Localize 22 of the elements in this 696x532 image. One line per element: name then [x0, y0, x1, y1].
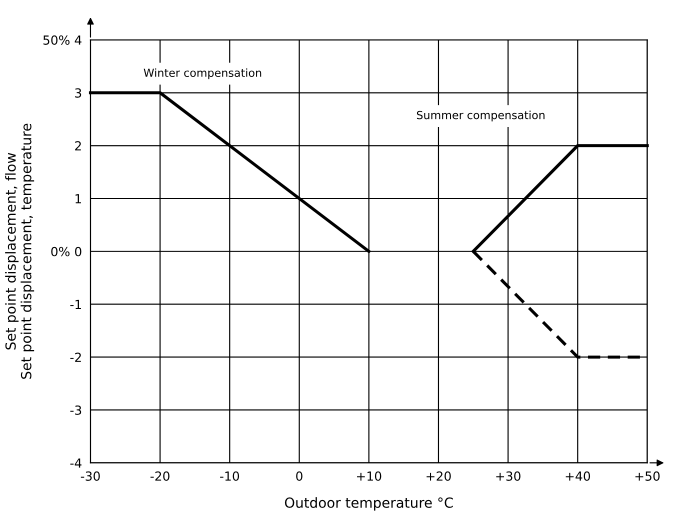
x-tick-label: +30: [496, 471, 520, 481]
y-tick-label: -1: [70, 300, 81, 309]
x-tick-label: +50: [635, 471, 660, 481]
y-axis-title: Set point displacement, flow Set point displacement, temperature: [5, 124, 34, 379]
y-tick-label: -2: [70, 352, 81, 362]
y-tick-label: -3: [70, 405, 82, 415]
y-tick-label: 50% 4: [43, 35, 82, 45]
y-tick-label: 1: [76, 194, 81, 204]
y-tick-label: 3: [75, 88, 82, 98]
x-tick-label: -10: [220, 471, 240, 481]
y-tick-label: -4: [70, 458, 82, 468]
x-tick-label: +40: [566, 471, 590, 481]
y-tick-label: 0% 0: [51, 246, 82, 256]
annotation: Summer compensation: [416, 110, 544, 122]
y-tick-label: 2: [75, 141, 81, 150]
x-tick-label: +10: [357, 471, 382, 481]
x-tick-label: +20: [426, 471, 451, 481]
x-axis-title: Outdoor temperature °C: [284, 497, 453, 511]
x-tick-label: 0: [296, 471, 302, 481]
x-tick-label: -30: [80, 471, 100, 481]
x-tick-label: -20: [150, 471, 170, 481]
annotation: Winter compensation: [144, 68, 262, 80]
